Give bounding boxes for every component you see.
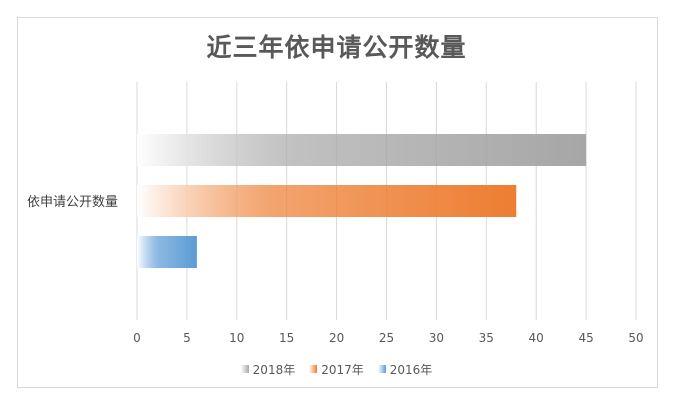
legend-label: 2016年 [389,362,433,377]
x-tick-label: 40 [529,331,544,345]
legend-item: 2017年 [309,361,364,378]
legend-item: 2018年 [240,361,296,378]
x-tick-label: 0 [133,331,141,345]
legend: 2018年 2017年 2016年 [0,360,673,378]
bar-2016年 [137,236,197,268]
x-tick-label: 15 [279,331,294,345]
bars [137,134,587,268]
x-tick-label: 5 [183,331,191,345]
x-tick-label: 35 [479,331,494,345]
category-label: 依申请公开数量 [27,195,118,210]
legend-item: 2016年 [377,361,433,378]
y-axis-categories: 依申请公开数量 [27,195,118,210]
x-tick-label: 30 [429,331,444,345]
bar-2017年 [137,185,517,217]
x-tick-label: 10 [229,331,244,345]
legend-label: 2017年 [321,362,364,377]
x-tick-label: 45 [578,331,593,345]
legend-swatch [377,365,386,373]
x-axis-ticks: 0 5 10 15 20 25 30 35 40 45 50 [133,331,643,345]
x-tick-label: 25 [379,331,394,345]
legend-swatch [240,365,249,373]
legend-label: 2018年 [252,362,296,377]
chart-title: 近三年依申请公开数量 [206,33,467,62]
legend-swatch [309,365,318,373]
x-tick-label: 50 [628,331,643,345]
x-tick-label: 20 [329,331,344,345]
bar-2018年 [137,134,587,166]
